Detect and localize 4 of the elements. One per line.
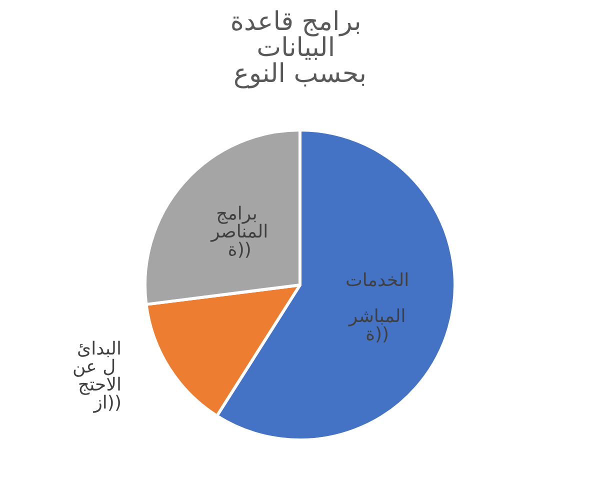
slice-label: الخدمات المباشرة)) [345,270,410,345]
slice-label: البدائل عن الاحتجاز)) [72,338,122,414]
slice-label: برامج المناصرة)) [210,203,268,260]
chart-title: برامج قاعدة البيانات بحسب النوع [230,7,370,89]
